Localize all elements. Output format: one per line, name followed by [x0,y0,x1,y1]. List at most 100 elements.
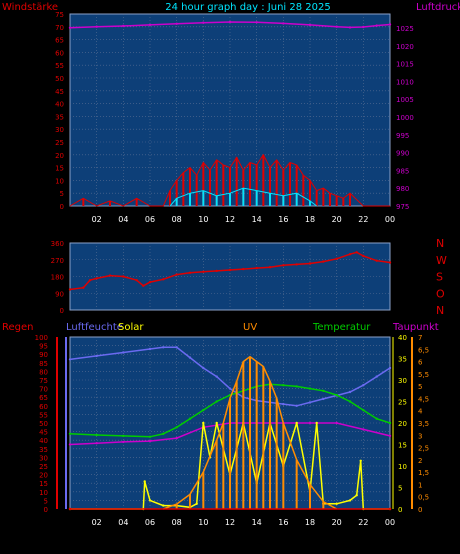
time-tick-label: 00 [385,518,395,527]
time-tick-label: 12 [225,518,235,527]
luftfeuchte-point [348,390,352,394]
humidity-label: Luftfeuchte [66,322,123,333]
wind-direction-point [95,277,98,280]
temperatur-point [375,417,378,420]
time-tick-label: 02 [92,518,102,527]
time-tick-label: 22 [358,215,368,224]
humidity-tick-labels: 0510152025303540455055606570758085909510… [35,334,48,514]
tick-label: 50 [39,420,48,428]
tick-label: 975 [396,203,409,211]
time-tick-label: 02 [92,215,102,224]
direction-letter: N [436,304,444,317]
wind-direction-point [242,267,245,271]
tick-label: 25 [398,399,407,407]
wind-direction-point [322,260,325,263]
wind-direction-point [215,269,218,273]
panel-3-time-tick-labels: 02 04 06 08 10 12 14 16 18 20 22 00 [92,518,396,527]
temperatur-point [175,426,178,429]
tick-label: 30 [55,126,64,134]
tick-label: 180 [51,274,64,282]
pressure-point [175,22,178,25]
wind-direction-point [188,271,192,274]
tick-label: 15 [55,165,64,173]
tick-label: 40 [55,101,64,109]
wind-direction-point [295,263,298,266]
tick-label: 0 [60,203,64,211]
tick-label: 5,5 [418,371,429,379]
tick-label: 40 [39,437,48,445]
tick-label: 0 [418,506,422,514]
temperatur-point [215,400,218,403]
time-tick-label: 14 [252,215,262,224]
tick-label: 40 [398,334,407,342]
direction-letter: S [436,271,443,284]
tick-label: 30 [39,454,48,462]
solar-point [148,499,152,502]
time-tick-label: 06 [145,518,155,527]
tick-label: 75 [39,377,48,385]
temperatur-point [322,389,325,392]
tick-label: 5 [418,383,422,391]
tick-label: 270 [51,257,64,265]
wind-direction-point [142,284,145,287]
luftfeuchte-point [215,375,218,378]
tick-label: 3 [418,432,422,440]
wind-axis-title: Windstärke [2,2,58,13]
tick-label: 985 [396,167,409,175]
time-tick-label: 08 [172,518,182,527]
tick-label: 0 [44,506,48,514]
time-tick-label: 00 [385,215,395,224]
temperatur-point [95,433,98,437]
luftfeuchte-point [162,346,165,349]
pressure-point [148,23,152,27]
tick-label: 2 [418,457,422,465]
solar-point [143,480,146,483]
tick-label: 4,5 [418,395,429,403]
gust-line [169,187,318,207]
luftfeuchte-point [175,346,178,349]
wind-direction-point [282,264,285,267]
pressure-point [348,26,352,29]
wind-direction-point [255,266,258,270]
tick-label: 25 [39,463,48,471]
wind-direction-point [228,268,232,272]
solar-point [215,421,218,425]
dewpoint-label: Taupunkt [392,322,439,333]
direction-letter: N [436,237,444,250]
luftfeuchte-point [388,366,392,370]
wind-direction-point [308,262,312,265]
wind-direction-point [88,279,92,282]
tick-label: 1000 [396,114,414,122]
climate-panel: Regen Luftfeuchte Solar UV Temperatur Ta… [2,322,439,527]
panel-2-series [68,251,392,291]
tick-label: 35 [398,356,407,364]
tick-label: 5 [398,485,402,493]
solar-point [355,494,358,497]
tick-label: 35 [55,113,64,121]
wind-direction-point [68,288,72,291]
time-tick-label: 20 [332,215,342,224]
tick-label: 90 [55,290,64,298]
wind-pressure-panel: Windstärke 24 hour graph day : Juni 28 2… [2,2,460,224]
wind-direction-point [108,274,112,277]
tick-label: 0 [60,307,64,315]
wind-direction-point [388,261,392,264]
wind-direction-point [335,257,338,260]
time-tick-label: 10 [198,518,208,527]
temperatur-point [148,435,152,438]
taupunkt-point [95,442,98,445]
wind-direction-point [162,278,165,281]
tick-label: 100 [35,334,48,342]
temperatur-point [335,393,338,397]
tick-label: 10 [55,177,64,185]
temperature-tick-labels: 0 5 10 15 20 25 30 35 40 [398,334,407,514]
tick-label: 1,5 [418,469,429,477]
tick-label: 7 [418,334,422,342]
time-tick-label: 12 [225,215,235,224]
time-tick-label: 18 [305,518,315,527]
tick-label: 10 [398,463,407,471]
tick-label: 1015 [396,61,414,69]
temperature-label: Temperatur [312,322,371,333]
taupunkt-point [68,443,72,446]
